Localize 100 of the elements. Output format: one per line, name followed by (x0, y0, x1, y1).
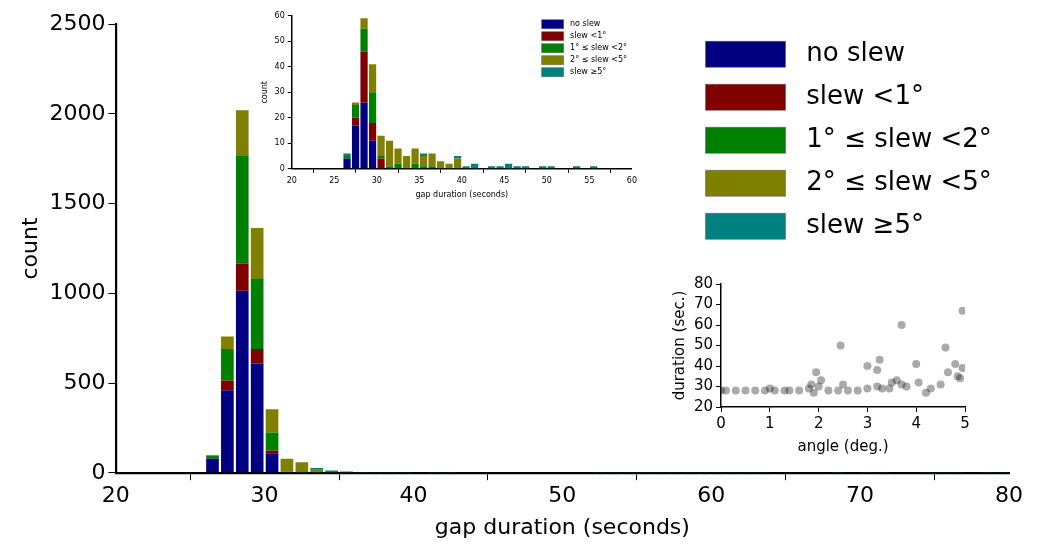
bar (453, 156, 462, 159)
point (836, 341, 845, 350)
x-tick-label: 40 (399, 482, 428, 508)
x-tick-label: 40 (456, 175, 467, 185)
y-tick-label: 1000 (49, 279, 106, 305)
y-tick-label: 50 (693, 335, 714, 354)
legend-label: slew ≥5° (570, 67, 607, 77)
y-tick-label: 80 (693, 273, 714, 292)
bar (539, 166, 547, 169)
x-tick-label: 30 (371, 175, 382, 185)
legend-label: slew <1° (570, 31, 607, 41)
point (812, 368, 821, 377)
point (751, 386, 760, 395)
y-tick-label: 70 (693, 294, 714, 313)
x-tick-label: 5 (960, 413, 970, 432)
point (958, 364, 965, 373)
bar (368, 92, 377, 123)
x-tick-label: 45 (499, 175, 510, 185)
x-tick-label: 1 (765, 413, 775, 432)
point (941, 343, 950, 352)
point (892, 376, 901, 385)
legend-label: 2° ≤ slew <5° (806, 166, 992, 197)
x-tick-label: 3 (862, 413, 873, 432)
point (926, 384, 935, 393)
y-tick-label: 60 (693, 314, 714, 333)
y-tick-label: 30 (693, 376, 714, 395)
bar (368, 64, 377, 93)
point (741, 386, 750, 395)
bar (221, 336, 234, 350)
bar (221, 349, 234, 381)
point (936, 380, 945, 389)
point (875, 355, 884, 364)
x-tick-label: 70 (846, 482, 875, 508)
bar (235, 155, 249, 264)
y-tick-label: 60 (274, 10, 285, 20)
bar (547, 166, 555, 169)
bar (250, 278, 264, 350)
point (912, 359, 921, 368)
legend-label: 2° ≤ slew <5° (570, 55, 628, 65)
point (834, 386, 843, 395)
y-tick-label: 30 (274, 87, 285, 97)
x-tick-label: 55 (584, 175, 595, 185)
x-tick-label: 20 (286, 175, 297, 185)
bar (235, 290, 249, 473)
legend-label: 1° ≤ slew <2° (570, 43, 628, 53)
bar (265, 450, 279, 454)
x-axis-title: angle (deg.) (797, 436, 889, 455)
x-tick-label: 35 (414, 175, 425, 185)
point (921, 388, 930, 397)
point (902, 382, 911, 391)
y-tick-label: 20 (693, 396, 714, 415)
point (809, 388, 818, 397)
y-tick-label: 50 (274, 36, 285, 46)
bar (310, 468, 324, 473)
bar (221, 380, 234, 391)
point (958, 306, 965, 315)
point (843, 386, 852, 395)
x-tick-label: 80 (995, 482, 1023, 508)
legend-label: no slew (570, 19, 601, 29)
bar (235, 110, 249, 156)
y-tick-label: 2500 (49, 9, 106, 35)
point (721, 386, 730, 395)
bar (351, 105, 360, 118)
bar (360, 18, 368, 29)
point (951, 359, 960, 368)
x-tick-label: 4 (911, 413, 921, 432)
x-tick-label: 2 (813, 413, 824, 432)
bar (235, 263, 249, 291)
point (817, 376, 826, 385)
y-tick-label: 2000 (49, 99, 106, 125)
point (839, 380, 848, 389)
y-tick-label: 40 (274, 61, 285, 71)
bar (295, 462, 309, 473)
y-tick-label: 20 (274, 112, 285, 122)
legend-label: no slew (806, 37, 906, 68)
point (897, 321, 906, 329)
bar (573, 166, 581, 169)
y-tick-label: 0 (91, 458, 106, 484)
x-tick-label: 60 (626, 175, 637, 185)
bar (206, 458, 219, 473)
x-tick-label: 25 (329, 175, 340, 185)
bar (265, 432, 279, 451)
point (853, 386, 862, 395)
x-axis-title: gap duration (seconds) (415, 190, 509, 200)
bar (265, 409, 279, 433)
bar (368, 122, 377, 141)
point (863, 362, 872, 370)
bar (377, 156, 385, 159)
point (873, 366, 882, 375)
x-axis-title: gap duration (seconds) (434, 513, 690, 539)
y-tick-label: 500 (63, 368, 106, 394)
legend-label: slew <1° (806, 80, 924, 111)
y-tick-label: 10 (274, 138, 285, 148)
bar (590, 166, 598, 169)
point (731, 386, 740, 395)
point (863, 384, 872, 393)
bar (250, 363, 264, 473)
x-tick-label: 0 (716, 413, 726, 432)
bar (265, 453, 279, 473)
bar (250, 349, 264, 364)
